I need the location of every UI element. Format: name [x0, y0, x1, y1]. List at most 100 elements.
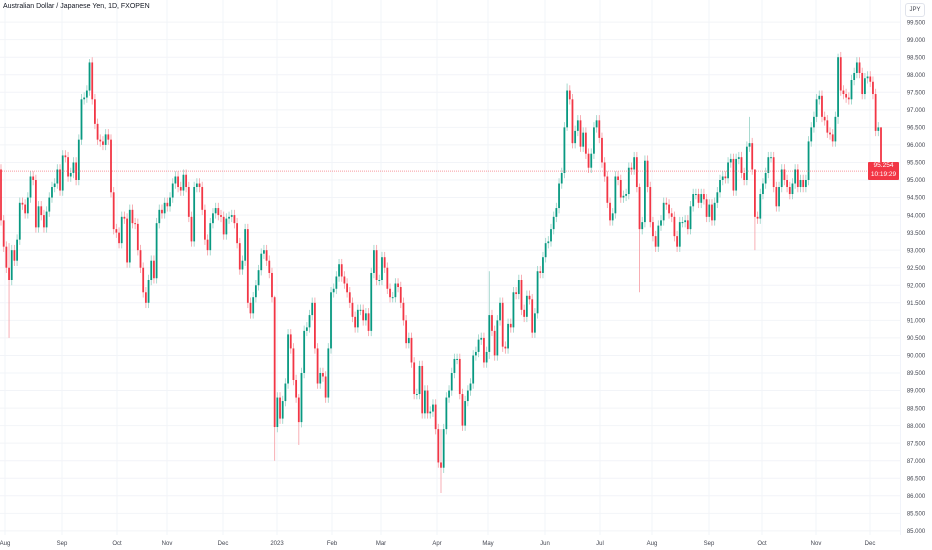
candle-body [244, 229, 247, 261]
candle-body [802, 180, 805, 188]
candle-body [488, 315, 491, 352]
candle-up [657, 220, 660, 252]
candle-body [864, 78, 866, 95]
candle-down [13, 244, 16, 266]
candle-down [788, 181, 791, 200]
candle-up [319, 367, 322, 389]
candle-body [399, 287, 402, 303]
candle-body [584, 132, 587, 154]
candle-up [150, 255, 153, 286]
candle-body [295, 380, 298, 398]
candle-up [394, 278, 397, 303]
candle-up [104, 129, 107, 151]
candle-body [466, 390, 469, 402]
candle-up [780, 164, 783, 193]
candle-body [13, 250, 16, 261]
candle-down [646, 155, 649, 193]
candle-body [807, 141, 810, 180]
candle-body [450, 372, 453, 391]
candle-body [539, 271, 542, 273]
y-tick-label: 94.500 [907, 196, 926, 202]
candle-down [233, 209, 236, 229]
candle-down [24, 199, 27, 219]
candle-down [823, 111, 826, 126]
candle-up [155, 217, 158, 284]
y-tick-label: 97.500 [907, 90, 926, 96]
candle-body [91, 62, 94, 100]
candle-up [53, 178, 56, 193]
candle-up [810, 122, 813, 147]
candle-down [118, 227, 120, 249]
candle-body [512, 292, 515, 328]
candle-body [850, 80, 853, 100]
candle-body [40, 206, 43, 216]
candle-body [16, 239, 18, 261]
candle-up [120, 211, 123, 249]
candle-up [26, 192, 29, 219]
price-axis[interactable]: 85.000 85.500 86.000 86.500 87.000 87.500 88.0… [907, 20, 926, 535]
candle-down [676, 230, 678, 252]
candle-body [171, 183, 174, 198]
candle-body [158, 209, 161, 224]
candle-body [391, 297, 394, 299]
candle-body [348, 292, 351, 303]
x-tick-label: Sep [57, 541, 68, 547]
grid [0, 0, 900, 535]
candle-body [469, 383, 472, 391]
candle-body [174, 176, 177, 184]
candle-body [169, 197, 171, 207]
candle-up [445, 392, 448, 435]
candle-down [354, 311, 357, 333]
candle-down [845, 88, 848, 103]
x-tick-label: Oct [757, 541, 767, 547]
time-axis[interactable]: Aug Sep Oct Nov Dec 2023 Feb Mar Apr May Jun Jul Aug… [0, 541, 875, 547]
candle-up [263, 244, 265, 259]
candle-up [525, 290, 528, 323]
candle-body [847, 97, 850, 100]
candle-body [394, 283, 397, 298]
candle-body [142, 267, 145, 293]
x-tick-label: Jul [596, 541, 604, 547]
candle-up [244, 223, 247, 266]
candle-down [123, 211, 126, 224]
candle-up [721, 171, 724, 186]
candle-down [40, 201, 43, 221]
candle-up [625, 188, 628, 202]
candle-up [614, 171, 617, 219]
candle-up [37, 201, 40, 233]
candle-up [163, 197, 166, 219]
candle-down [362, 304, 365, 326]
candle-down [598, 115, 601, 144]
candle-body [700, 194, 703, 203]
candle-body [147, 280, 150, 303]
candle-down [732, 153, 735, 196]
candle-down [847, 92, 850, 105]
candle-body [85, 90, 88, 98]
candle-up [370, 267, 373, 337]
candle-body [646, 160, 649, 188]
candle-body [45, 211, 48, 228]
candle-body [48, 197, 51, 212]
candle-down [609, 197, 611, 226]
candle-down [399, 281, 402, 309]
candle-body [491, 315, 493, 331]
candle-down [297, 394, 300, 445]
candle-down [144, 287, 147, 309]
candle-up [305, 322, 308, 337]
candle-body [472, 355, 475, 384]
candle-up [464, 395, 467, 431]
candle-down [222, 211, 225, 240]
candle-body [678, 222, 681, 247]
candle-body [300, 372, 303, 423]
candle-down [668, 199, 670, 219]
candle-up [877, 122, 880, 137]
y-tick-label: 88.000 [907, 424, 926, 430]
candle-up [364, 308, 367, 326]
candle-up [563, 122, 566, 179]
currency-button[interactable]: JPY [905, 3, 925, 17]
candle-up [791, 178, 794, 200]
candle-up [662, 197, 665, 226]
candle-up [748, 116, 751, 152]
candle-body [179, 187, 182, 191]
